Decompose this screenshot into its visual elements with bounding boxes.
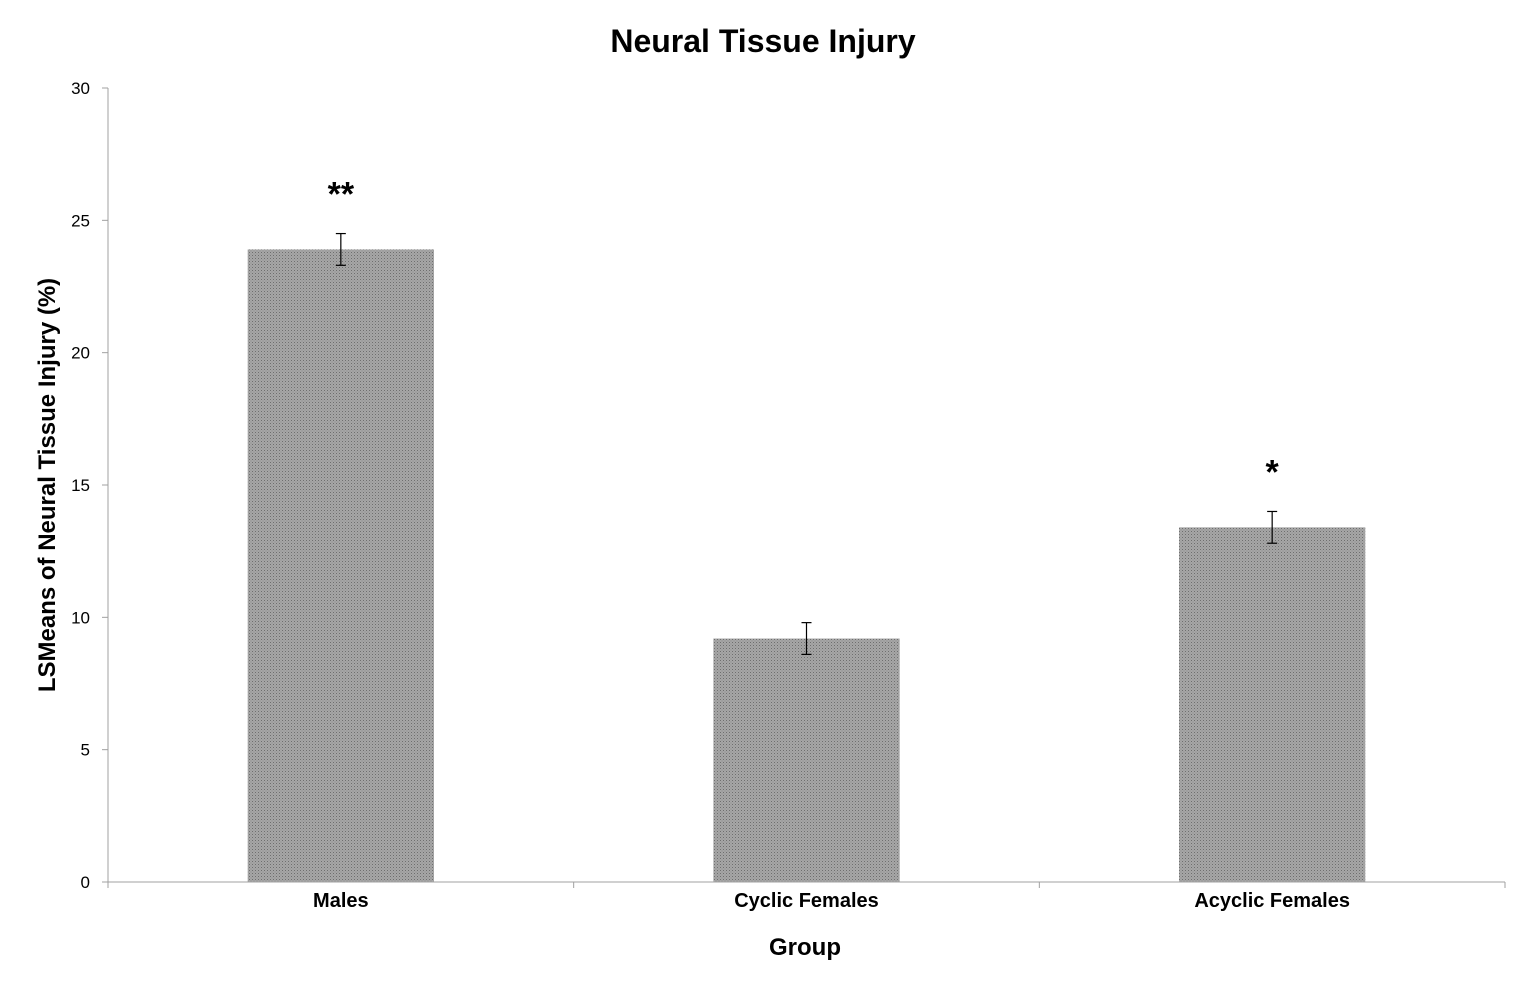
significance-marker-2: * bbox=[1266, 453, 1280, 491]
significance-marker-0: ** bbox=[328, 176, 355, 214]
y-tick-label-2: 10 bbox=[71, 608, 90, 627]
error-bars bbox=[335, 232, 1278, 655]
y-axis: 0 5 10 15 20 25 30 bbox=[71, 79, 109, 892]
bar-0 bbox=[247, 249, 434, 883]
bars bbox=[247, 249, 1366, 883]
x-category-label-1: Cyclic Females bbox=[734, 890, 879, 912]
x-axis-title: Group bbox=[769, 934, 841, 961]
y-tick-label-6: 30 bbox=[71, 79, 90, 98]
y-tick-label-5: 25 bbox=[71, 211, 90, 230]
y-tick-label-3: 15 bbox=[71, 476, 90, 495]
x-axis: Males Cyclic Females Acyclic Females bbox=[107, 881, 1506, 912]
x-category-label-2: Acyclic Females bbox=[1194, 890, 1350, 912]
chart-title: Neural Tissue Injury bbox=[610, 23, 916, 59]
significance-markers: *** bbox=[328, 176, 1280, 492]
bar-2 bbox=[1179, 527, 1366, 882]
bar-1 bbox=[713, 638, 900, 882]
y-tick-label-0: 0 bbox=[81, 873, 90, 892]
x-category-label-0: Males bbox=[313, 890, 369, 912]
y-tick-label-4: 20 bbox=[71, 344, 90, 363]
y-axis-title: LSMeans of Neural Tissue Injury (%) bbox=[34, 278, 61, 692]
y-tick-label-1: 5 bbox=[81, 741, 90, 760]
